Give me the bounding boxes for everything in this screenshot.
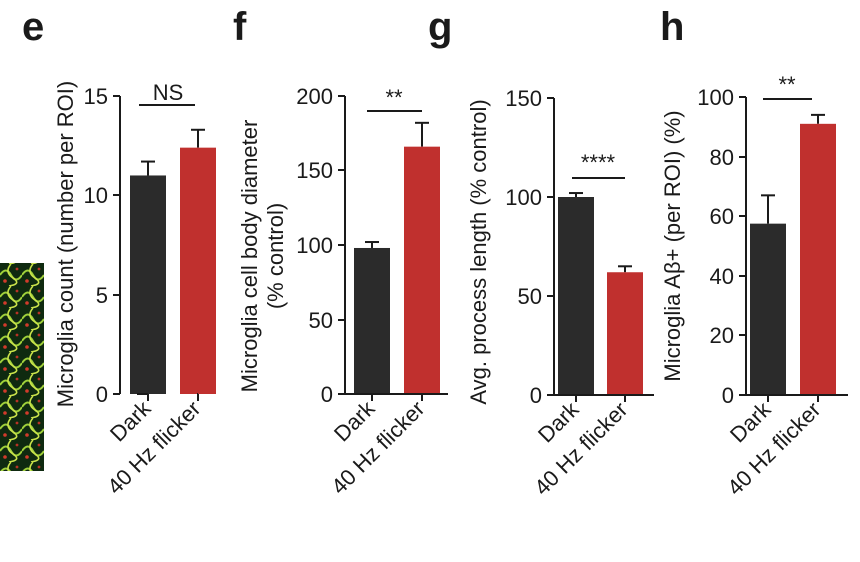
bar-e-flicker: [180, 147, 216, 394]
y-tick-label-f-0: 0: [321, 382, 333, 407]
y-tick-label-g-150: 150: [505, 86, 542, 111]
y-tick-label-h-0: 0: [722, 383, 734, 408]
y-tick-label-f-150: 150: [296, 158, 333, 183]
y-axis-label-h: Microglia Aβ+ (per ROI) (%): [660, 110, 685, 381]
y-tick-label-h-80: 80: [710, 145, 734, 170]
y-tick-label-e-5: 5: [96, 283, 108, 308]
x-label-e-flicker: 40 Hz flicker: [102, 396, 205, 499]
y-axis-label-g: Avg. process length (% control): [466, 99, 491, 404]
panel-g: g Avg. process length (% control) 0 50 1…: [428, 5, 654, 500]
bar-h-flicker: [800, 123, 836, 395]
bar-f-dark: [354, 247, 390, 394]
sig-label-g: ****: [581, 150, 616, 175]
y-tick-label-e-10: 10: [84, 183, 108, 208]
panel-f: f Microglia cell body diameter (% contro…: [233, 5, 448, 499]
y-tick-label-h-40: 40: [710, 264, 734, 289]
bar-f-flicker: [404, 146, 440, 394]
y-axis-label-f: Microglia cell body diameter: [237, 120, 262, 393]
y-tick-label-e-0: 0: [96, 382, 108, 407]
panel-label-g: g: [428, 5, 452, 49]
x-label-h-flicker: 40 Hz flicker: [722, 397, 825, 500]
sig-label-f: **: [385, 85, 403, 110]
y-tick-label-g-0: 0: [530, 383, 542, 408]
y-tick-label-f-50: 50: [309, 308, 333, 333]
y-axis-label-e: Microglia count (number per ROI): [53, 81, 78, 407]
y-tick-label-f-100: 100: [296, 233, 333, 258]
y-tick-label-f-200: 200: [296, 84, 333, 109]
y-axis-label-f-2: (% control): [263, 203, 288, 309]
micrograph-image: [0, 263, 44, 471]
y-tick-label-g-100: 100: [505, 185, 542, 210]
panel-label-e: e: [22, 5, 44, 49]
panel-label-h: h: [660, 5, 684, 49]
sig-label-e: NS: [153, 80, 184, 105]
panel-label-f: f: [233, 5, 247, 49]
y-tick-label-h-60: 60: [710, 204, 734, 229]
y-tick-label-h-100: 100: [697, 85, 734, 110]
sig-label-h: **: [778, 72, 796, 97]
x-label-f-flicker: 40 Hz flicker: [326, 396, 429, 499]
bar-e-dark: [130, 175, 166, 394]
y-tick-label-e-15: 15: [84, 84, 108, 109]
bar-g-flicker: [607, 272, 643, 395]
panel-e: e Microglia count (number per ROI) 0 5 1…: [22, 5, 216, 499]
panel-h: h Microglia Aβ+ (per ROI) (%) 0 20 40 60…: [660, 5, 848, 500]
bar-h-dark: [750, 223, 786, 395]
y-tick-label-g-50: 50: [518, 284, 542, 309]
bar-g-dark: [558, 197, 594, 395]
y-tick-label-h-20: 20: [710, 323, 734, 348]
